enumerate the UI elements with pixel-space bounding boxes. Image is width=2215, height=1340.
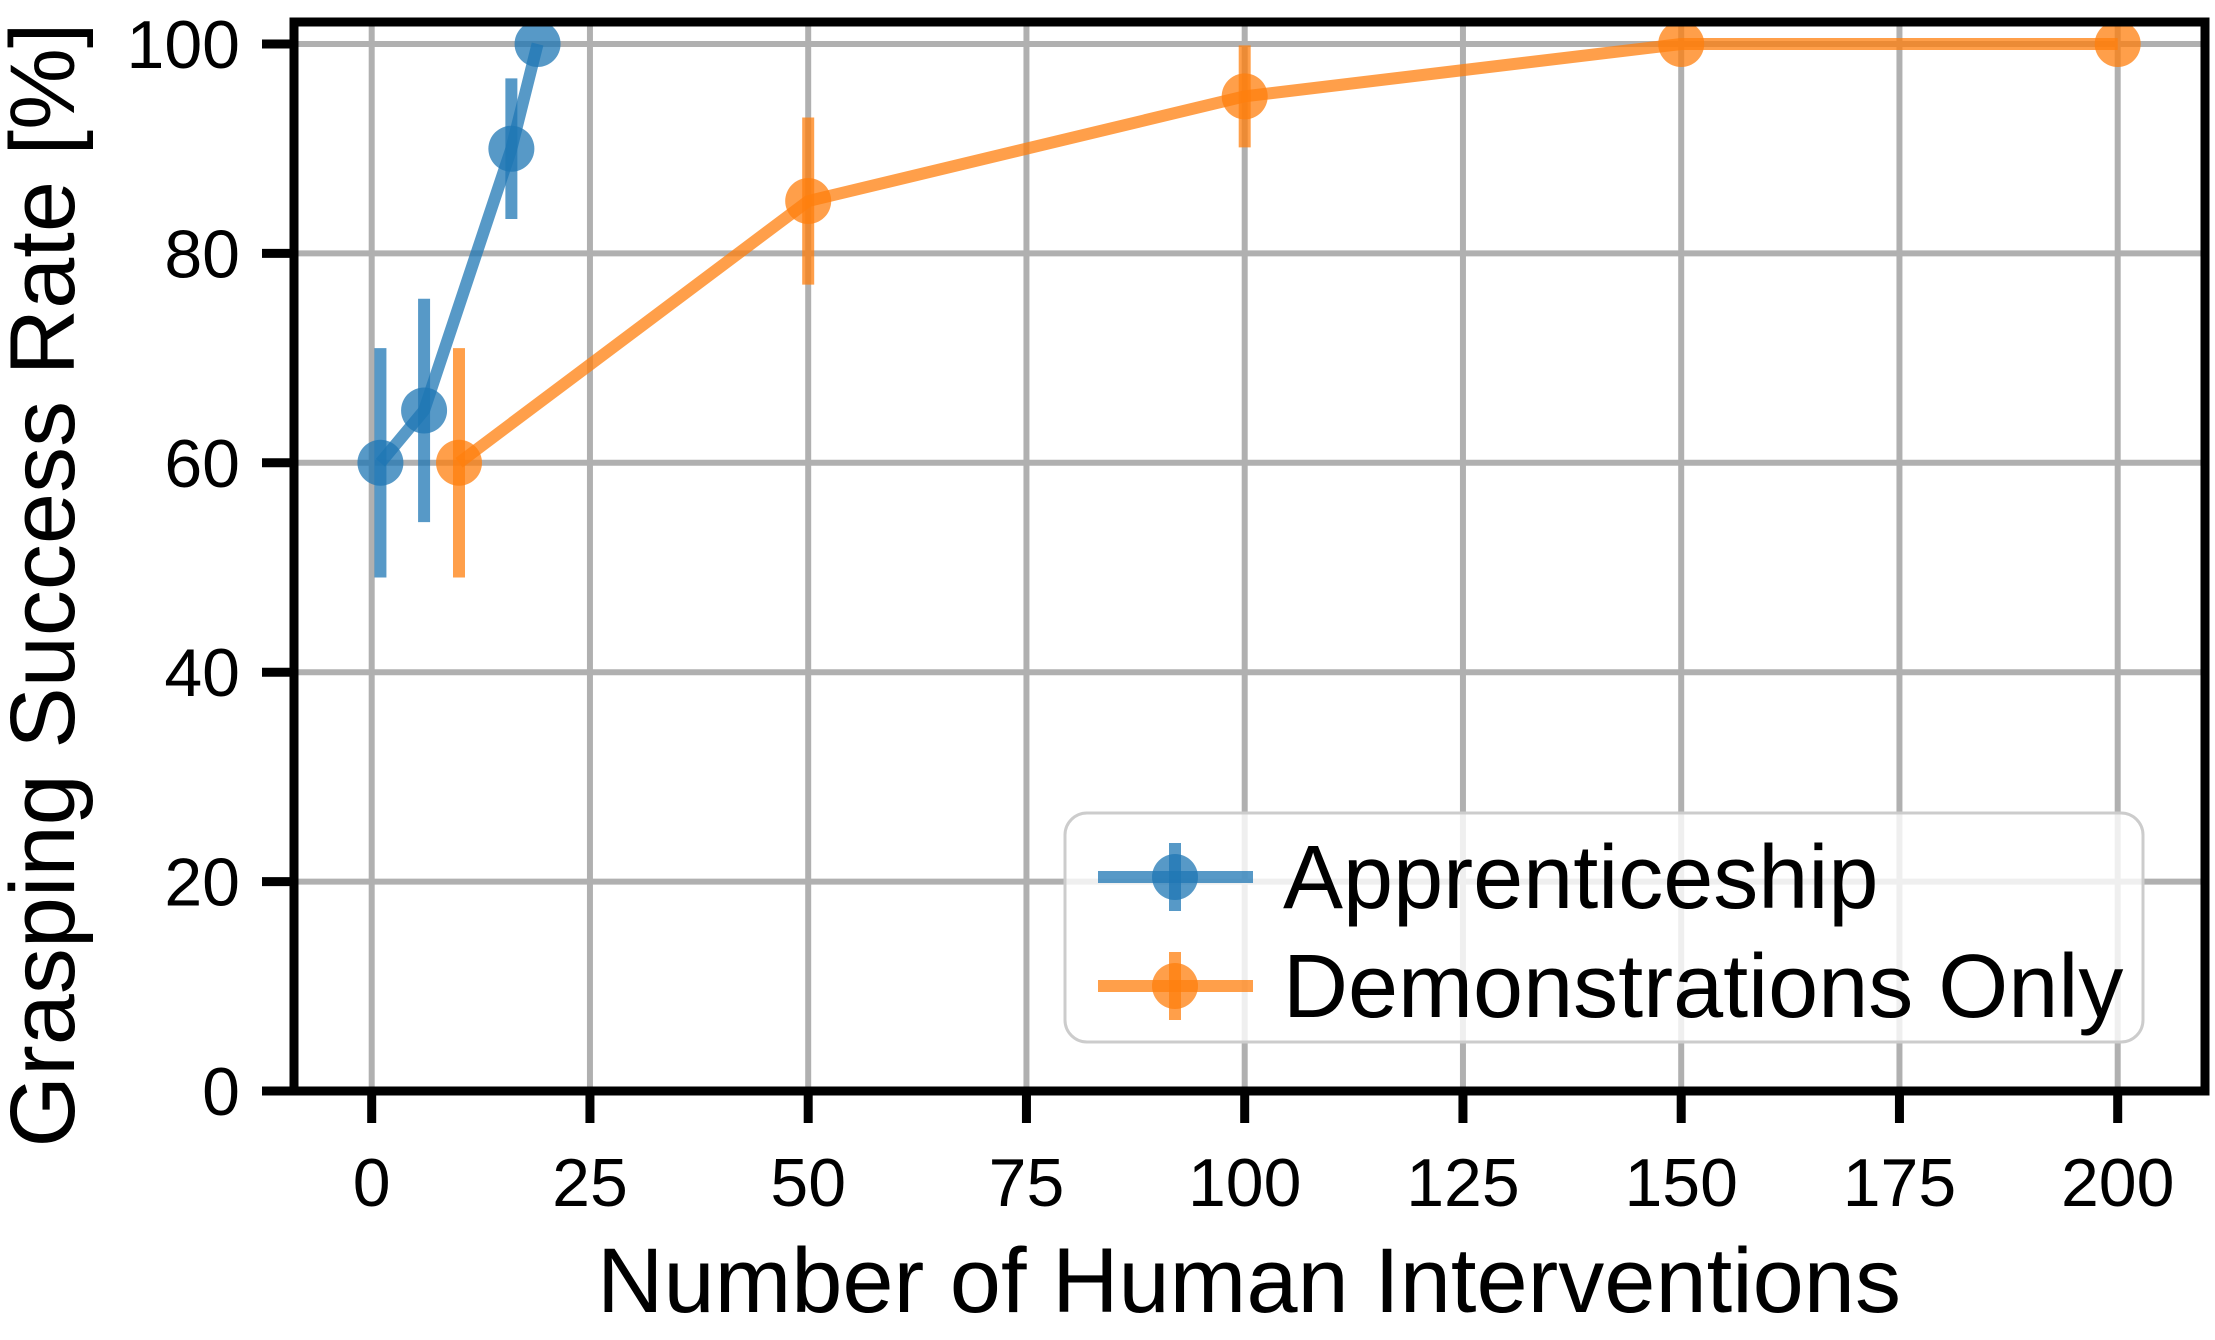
x-axis-label: Number of Human Interventions (597, 1230, 1901, 1332)
y-tick-label: 60 (164, 426, 240, 502)
legend-label: Apprenticeship (1283, 828, 1878, 928)
x-tick-label: 150 (1624, 1145, 1737, 1221)
data-point-demonstrations-only (1658, 20, 1705, 67)
y-tick-label: 0 (202, 1054, 240, 1130)
x-tick-label: 200 (2061, 1145, 2174, 1221)
axis-ticks: 0 25 50 75 100 125 150 175 200 0 20 40 60 80 100 (127, 7, 2175, 1221)
data-point-apprenticeship (401, 387, 448, 434)
data-point-demonstrations-only (435, 439, 482, 486)
legend-handle-marker (1152, 963, 1198, 1009)
y-tick-label: 80 (164, 216, 240, 292)
data-point-demonstrations-only (2094, 20, 2141, 67)
data-series-layer (357, 20, 2141, 578)
y-tick-label: 20 (164, 845, 240, 921)
data-point-apprenticeship (488, 125, 535, 172)
data-point-demonstrations-only (1221, 73, 1268, 120)
data-point-demonstrations-only (785, 178, 832, 225)
data-point-apprenticeship (357, 439, 404, 486)
y-axis-label: Grasping Success Rate [%] (0, 23, 94, 1148)
x-tick-label: 100 (1188, 1145, 1301, 1221)
series-line-apprenticeship (375, 42, 544, 467)
x-tick-label: 75 (989, 1145, 1065, 1221)
x-tick-label: 50 (770, 1145, 846, 1221)
x-tick-label: 25 (552, 1145, 628, 1221)
legend-box (1063, 811, 2145, 1044)
legend-label: Demonstrations Only (1283, 937, 2123, 1037)
plot-border (289, 17, 2210, 1096)
y-tick-label: 40 (164, 635, 240, 711)
x-tick-label: 0 (353, 1145, 391, 1221)
y-tick-label: 100 (127, 7, 240, 83)
x-tick-label: 125 (1406, 1145, 1519, 1221)
data-point-apprenticeship (514, 20, 561, 67)
legend-handle-marker (1152, 854, 1198, 900)
x-tick-label: 175 (1843, 1145, 1956, 1221)
